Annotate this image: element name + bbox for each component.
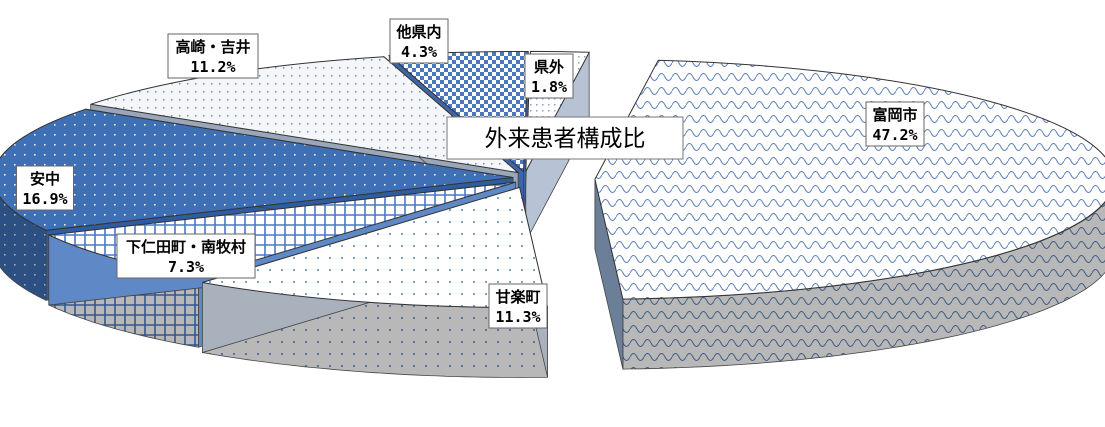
slice-value: 47.2%: [872, 126, 917, 144]
slice-name: 甘楽町: [495, 288, 540, 306]
data-label: 高崎・吉井 11.2%: [167, 33, 259, 79]
data-label: 他県内 4.3%: [389, 18, 449, 64]
slice-4: [0, 108, 514, 231]
data-label-box: [524, 53, 574, 99]
data-label-box: [389, 18, 449, 64]
data-label: 下仁田町・南牧村 7.3%: [116, 233, 256, 279]
slice-value: 11.3%: [495, 308, 540, 326]
slice-side-shade: [0, 197, 47, 301]
data-label: 安中 16.9%: [16, 165, 74, 211]
slice-value: 16.9%: [22, 190, 67, 208]
data-label-box: [488, 283, 548, 329]
data-label-box: [865, 101, 925, 147]
slice-value: 4.3%: [401, 43, 437, 61]
slice-side-shade: [622, 202, 1105, 370]
data-label-box: [167, 33, 259, 79]
chart-title: 外来患者構成比: [485, 126, 646, 152]
data-label: 県外 1.8%: [524, 53, 574, 99]
slice-1: [594, 59, 1105, 300]
data-label: 甘楽町 11.3%: [488, 283, 548, 329]
slice-name: 県外: [534, 58, 564, 76]
chart-title-box: [446, 116, 684, 160]
slice-name: 高崎・吉井: [175, 38, 250, 56]
slice-name: 下仁田町・南牧村: [126, 238, 246, 256]
slice-value: 11.2%: [190, 58, 235, 76]
slice-name: 安中: [30, 170, 60, 188]
slice-name: 他県内: [395, 23, 441, 41]
data-label-box: [16, 165, 74, 211]
slice-name: 富岡市: [872, 106, 917, 124]
slice-value: 1.8%: [531, 78, 567, 96]
slice-value: 7.3%: [168, 258, 204, 276]
data-label-box: [116, 233, 256, 279]
data-label: 富岡市 47.2%: [865, 101, 925, 147]
